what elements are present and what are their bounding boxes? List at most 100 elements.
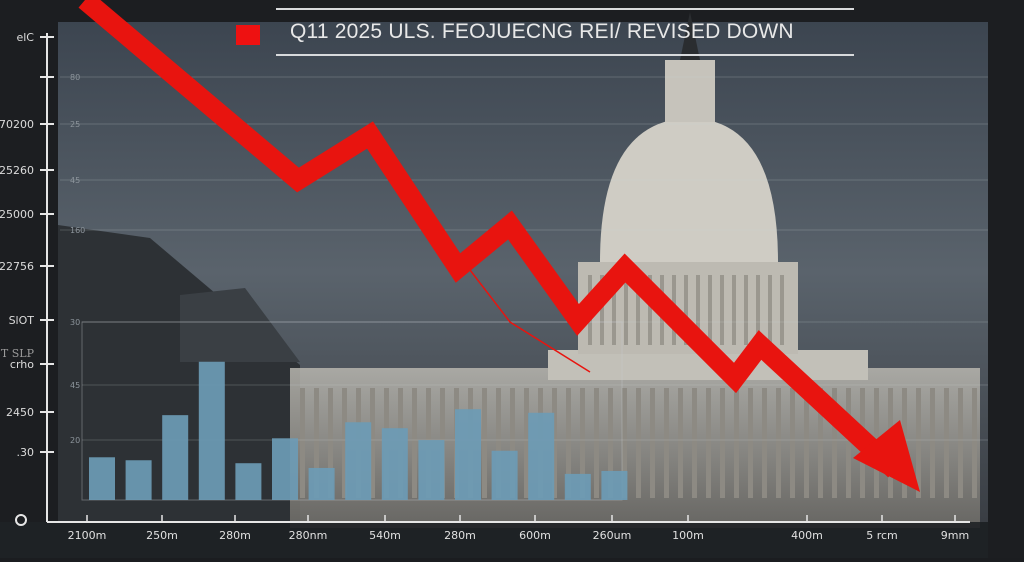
building-column: [608, 388, 613, 498]
building-column: [412, 388, 417, 498]
building-column: [818, 388, 823, 498]
inner-axis-label: 20: [70, 436, 80, 445]
building-column: [790, 388, 795, 498]
trend-thin-line: [469, 269, 591, 373]
bar: [381, 428, 408, 500]
x-axis-tick-label: 600m: [519, 529, 551, 542]
building-column: [300, 388, 305, 498]
building-column: [804, 388, 809, 498]
building-column: [944, 388, 949, 498]
building-column: [720, 388, 725, 498]
building-column: [916, 388, 921, 498]
building-column: [706, 388, 711, 498]
x-axis-tick-label: 9mm: [941, 529, 969, 542]
trend-line: [78, 0, 902, 478]
x-axis-tick-label: 2100m: [68, 529, 107, 542]
bar: [418, 440, 445, 500]
inner-axis-label: 30: [70, 318, 80, 327]
title-rule-bottom: [276, 54, 854, 56]
building-column: [846, 388, 851, 498]
x-axis-tick-label: 280nm: [289, 529, 328, 542]
x-axis-tick-label: 100m: [672, 529, 704, 542]
drum-column: [684, 275, 688, 345]
x-axis-tick-label: 280m: [219, 529, 251, 542]
bar: [491, 450, 518, 500]
y-axis-tick-label: 70200: [0, 118, 34, 131]
inner-axis-label: 25: [70, 120, 80, 129]
chart-title: Q11 2025 ULS. FEOJUECNG REI/ REVISED DOW…: [290, 20, 794, 43]
bar: [272, 438, 298, 500]
building-column: [566, 388, 571, 498]
bar: [125, 460, 152, 500]
inner-axis-label: 160: [70, 226, 85, 235]
building-column: [678, 388, 683, 498]
drum-column: [708, 275, 712, 345]
building-column: [328, 388, 333, 498]
building-column: [496, 388, 501, 498]
y-axis-tick-label: 22756: [0, 260, 34, 273]
drum-column: [696, 275, 700, 345]
bar: [455, 409, 481, 500]
bar: [345, 422, 372, 500]
drum-column: [600, 275, 604, 345]
y-axis-tick-label: crho: [10, 358, 34, 371]
building-column: [930, 388, 935, 498]
drum-column: [720, 275, 724, 345]
y-axis-tick-label: 25260: [0, 164, 34, 177]
y-axis-tick-label: SlOT: [9, 314, 35, 327]
y-axis-tick-label: .30: [17, 446, 35, 459]
chart-title-bar: Q11 2025 ULS. FEOJUECNG REI/ REVISED DOW…: [236, 8, 856, 56]
drum-column: [780, 275, 784, 345]
building-column: [650, 388, 655, 498]
drum-column: [612, 275, 616, 345]
inner-axis-label: 45: [70, 176, 80, 185]
building-column: [524, 388, 529, 498]
drum-column: [624, 275, 628, 345]
x-axis-tick-label: 400m: [791, 529, 823, 542]
building-column: [972, 388, 977, 498]
y-axis-tick-label: elC: [16, 31, 34, 44]
x-axis-tick-label: 260um: [593, 529, 632, 542]
building-column: [552, 388, 557, 498]
inner-axis-label: 45: [70, 381, 80, 390]
building-column: [776, 388, 781, 498]
building-column: [342, 388, 347, 498]
bar: [528, 412, 555, 500]
title-rule-top: [276, 8, 854, 10]
drum-column: [756, 275, 760, 345]
y-axis-sublabel: T SLP: [1, 347, 35, 360]
x-axis-tick-label: 280m: [444, 529, 476, 542]
bar: [89, 457, 115, 500]
bar: [601, 470, 628, 500]
drum-column: [648, 275, 652, 345]
building-column: [370, 388, 375, 498]
bar: [235, 463, 262, 500]
building-column: [762, 388, 767, 498]
building-column: [636, 388, 641, 498]
building-column: [314, 388, 319, 498]
bar: [564, 473, 591, 500]
x-axis-tick-label: 5 rcm: [866, 529, 898, 542]
x-axis-tick-label: 250m: [146, 529, 178, 542]
building-column: [958, 388, 963, 498]
drum-column: [768, 275, 772, 345]
trend-arrowhead: [853, 420, 920, 492]
bar: [308, 467, 335, 500]
drum-column: [744, 275, 748, 345]
y-axis-origin-label: [15, 514, 27, 526]
inner-axis-label: 80: [70, 73, 80, 82]
y-axis-tick-label: 2450: [6, 406, 34, 419]
building-column: [482, 388, 487, 498]
drum-column: [636, 275, 640, 345]
building-column: [748, 388, 753, 498]
building-column: [734, 388, 739, 498]
drum-column: [732, 275, 736, 345]
building-column: [594, 388, 599, 498]
building-column: [664, 388, 669, 498]
bar: [162, 415, 189, 500]
building-column: [692, 388, 697, 498]
building-column: [622, 388, 627, 498]
bar: [198, 361, 225, 500]
